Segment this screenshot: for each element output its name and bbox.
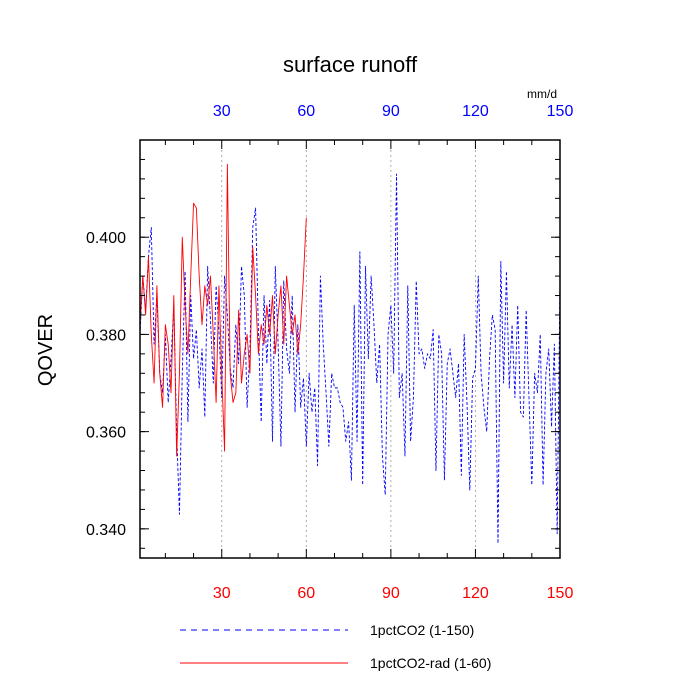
series-line-1pctCO2-rad bbox=[139, 163, 307, 457]
grid-lines bbox=[221, 140, 476, 558]
x-tick-label-bottom-150: 150 bbox=[547, 585, 574, 602]
y-tick-label-2: 0.380 bbox=[86, 327, 126, 344]
x-tick-label-top-30: 30 bbox=[213, 103, 231, 120]
series-line-1pctCO2 bbox=[139, 173, 561, 544]
y-tick-label-3: 0.400 bbox=[86, 230, 126, 247]
plot-frame bbox=[139, 139, 561, 559]
x-tick-label-top-60: 60 bbox=[297, 103, 315, 120]
y-tick-label-0: 0.340 bbox=[86, 522, 126, 539]
units-label: mm/d bbox=[527, 87, 557, 101]
x-tick-label-top-150: 150 bbox=[547, 103, 574, 120]
x-tick-label-bottom-30: 30 bbox=[213, 585, 231, 602]
y-axis-label: QOVER bbox=[35, 314, 57, 386]
axis-ticks: 30 30 60 60 90 90 120 120 150 150 0.340 0.360 0.380 0… bbox=[86, 103, 573, 602]
plot-series bbox=[139, 163, 561, 544]
legend-label-1pctCO2: 1pctCO2 (1-150) bbox=[370, 622, 474, 638]
x-tick-label-bottom-60: 60 bbox=[297, 585, 315, 602]
chart-title: surface runoff bbox=[283, 52, 418, 77]
legend-label-1pctCO2-rad: 1pctCO2-rad (1-60) bbox=[370, 655, 491, 671]
x-tick-label-top-90: 90 bbox=[382, 103, 400, 120]
legend: 1pctCO2 (1-150) 1pctCO2-rad (1-60) bbox=[180, 622, 491, 671]
x-tick-label-top-120: 120 bbox=[462, 103, 489, 120]
x-tick-label-bottom-120: 120 bbox=[462, 585, 489, 602]
x-tick-label-bottom-90: 90 bbox=[382, 585, 400, 602]
y-tick-label-1: 0.360 bbox=[86, 425, 126, 442]
